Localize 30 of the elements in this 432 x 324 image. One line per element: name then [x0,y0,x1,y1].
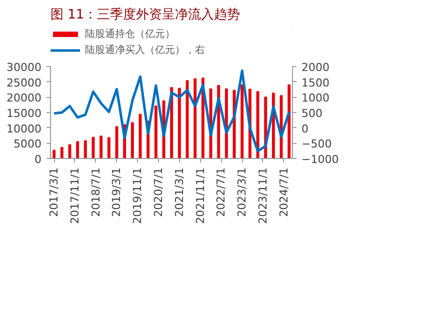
legend-label: 陆股通持仓（亿元） [85,28,175,41]
line-series [52,70,290,152]
x-tick-label: 2018/7/1 [89,167,102,217]
y2-tick-label: 0 [302,122,308,136]
x-tick-label: 2023/3/1 [236,167,249,217]
y2-tick-label: 500 [302,107,322,120]
y2-tick-label: 1500 [302,76,330,90]
y-tick-label: 5000 [14,138,42,151]
x-tick-label: 2017/3/1 [48,167,61,217]
x-tick-label: 2017/11/1 [68,167,82,224]
y2-tick-label: −500 [302,138,332,151]
y-tick-label: 25000 [6,76,42,90]
y-tick-label: 0 [34,153,42,166]
x-tick-label: 2022/7/1 [214,167,228,217]
x-tick-label: 2021/11/1 [194,167,207,224]
x-tick-label: 2024/7/1 [277,167,290,217]
x-tick-label: 2019/11/1 [131,167,144,224]
y-tick-label: 15000 [6,107,42,120]
y-tick-label: 20000 [6,92,42,105]
y-tick-label: 10000 [6,122,42,136]
legend-label: 陆股通净买入（亿元），右 [85,44,205,57]
y2-tick-label: 1000 [302,92,330,105]
y2-tick-label: 2000 [302,61,330,74]
x-tick-label: 2021/3/1 [172,167,186,217]
x-tick-label: 2023/11/1 [256,167,270,224]
y-tick-label: 30000 [6,61,42,74]
y2-tick-label: −1000 [302,153,339,166]
chart-title: 图 11：三季度外资呈净流入趋势 [50,6,240,22]
x-tick-label: 2019/3/1 [110,167,124,217]
x-tick-label: 2020/7/1 [152,167,166,217]
